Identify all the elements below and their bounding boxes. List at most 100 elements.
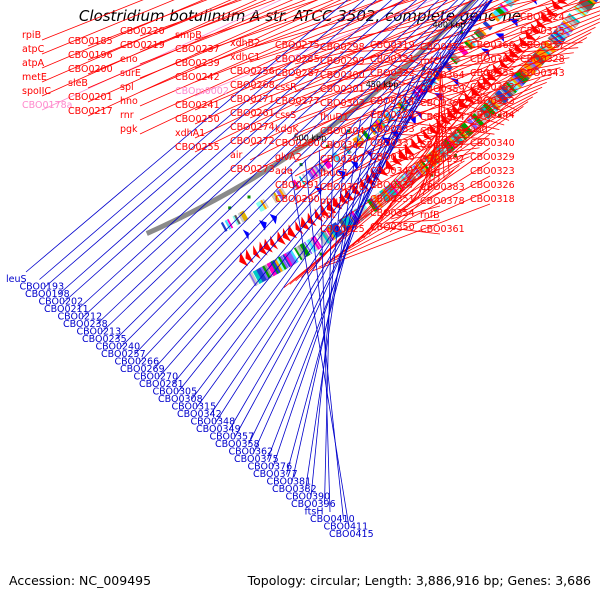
reverse-leader [286,97,388,475]
reverse-gene-label: CBO0375 [234,454,279,465]
forward-gene-label: CBO0301 [320,84,365,95]
forward-gene-label: pbuX [320,196,345,207]
reverse-leader [77,0,418,310]
forward-gene-label: atpC [22,44,45,55]
forward-gene-label: upk1 [370,82,394,93]
cog-feature [457,45,469,57]
cog-feature [382,114,392,124]
reverse-gene-label: CBO0305 [153,387,198,398]
forward-gene-label: eno [120,54,138,65]
reverse-gene-label: CBO0269 [120,364,165,375]
forward-gene-label: kdgK [275,124,300,135]
forward-gene-label: CBO0290 [275,194,320,205]
reverse-leader [196,0,492,408]
forward-gene-label: ade [275,166,293,177]
forward-cds [287,224,298,239]
forward-gene-label: xdhB2 [230,38,260,49]
rna-tick [319,252,323,256]
forward-gene-label: CBO0361 [420,224,465,235]
reverse-leader [305,119,362,490]
cog-feature [316,231,329,247]
reverse-leader [58,0,393,295]
forward-leader [339,67,561,123]
cog-feature [241,210,249,221]
forward-gene-label: CBO0352 [470,82,515,93]
forward-leader [389,142,485,149]
reverse-gene-label: CBO0362 [229,447,274,458]
forward-leader [194,0,352,55]
reverse-leader [177,0,493,393]
forward-gene-label: CBO0219 [120,40,165,51]
forward-gene-label: spl [120,82,134,93]
reverse-gene-label: CBO0411 [324,522,369,533]
forward-cds [320,204,330,218]
forward-cds [259,241,268,256]
cog-feature [474,28,486,39]
forward-gene-label: CBO0359 [420,84,465,95]
forward-cds [404,143,415,156]
forward-gene-label: CBO0353 [470,96,515,107]
forward-gene-label: CBO0272 [230,136,275,147]
forward-leader [439,65,445,179]
cog-feature [368,126,376,136]
forward-gene-label: CBO0220 [120,26,165,37]
forward-gene-label: CBO0285 [275,54,320,65]
forward-gene-label: metE [22,72,47,83]
forward-gene-label: CBO0351 [370,194,415,205]
reverse-gene-label: ftsH [305,507,324,518]
forward-leader [339,52,574,81]
forward-leader [329,161,491,261]
cog-feature [377,192,387,205]
forward-gene-label: CBO0268 [230,80,275,91]
cog-feature [510,76,522,89]
reverse-gene-label: CBO0212 [58,312,103,323]
reverse-gene-label: CBO0193 [20,282,65,293]
forward-leader [294,10,600,121]
forward-leader [249,0,588,175]
forward-gene-label: CBO0185 [68,36,113,47]
forward-leader [389,49,519,112]
forward-cds [282,228,292,242]
forward-cds [307,212,317,227]
cog-feature [361,130,371,141]
forward-gene-label: xdhC1 [230,52,260,63]
cog-feature [473,31,483,40]
cog-feature [305,240,315,253]
forward-leader [87,0,208,47]
forward-gene-label: CBO0237 [175,44,220,55]
cog-feature [499,3,509,12]
reverse-gene-label: CBO0358 [215,439,260,450]
reverse-gene-label: CBO0266 [115,357,160,368]
forward-gene-label: CBO0334 [370,110,415,121]
forward-gene-label: fhuG1 [320,168,349,179]
forward-gene-label: CBO0302 [320,140,365,151]
forward-leader [194,0,383,69]
forward-leader [374,49,491,231]
cog-feature [266,263,275,277]
forward-cds [530,23,543,34]
forward-leader [139,0,384,107]
forward-cds [422,128,433,141]
forward-leader [249,0,554,133]
forward-leader [139,0,276,51]
reverse-gene-label: CBO0342 [177,409,222,420]
forward-gene-label: CBO0261 [230,108,275,119]
forward-gene-label: CBO0326 [470,180,515,191]
reverse-gene-label: CBO0415 [329,529,374,540]
forward-leader [194,0,476,125]
forward-gene-label: CBO0328 [520,54,565,65]
reverse-label-leaders [25,0,493,528]
reverse-leader [25,0,349,273]
forward-leader [352,105,491,246]
forward-gene-label: CBO0241 [175,100,220,111]
forward-gene-label: xdhA1 [175,128,205,139]
forward-gene-label: rnr [120,110,134,121]
reverse-leader [96,0,440,325]
forward-gene-label: CBO0325 [320,224,365,235]
forward-gene-label: CBO0333 [370,124,415,135]
reverse-gene-label: CBO0382 [272,484,317,495]
cog-feature [224,219,232,230]
cog-feature [280,187,288,198]
cog-feature [454,129,466,142]
forward-leader [339,72,556,137]
